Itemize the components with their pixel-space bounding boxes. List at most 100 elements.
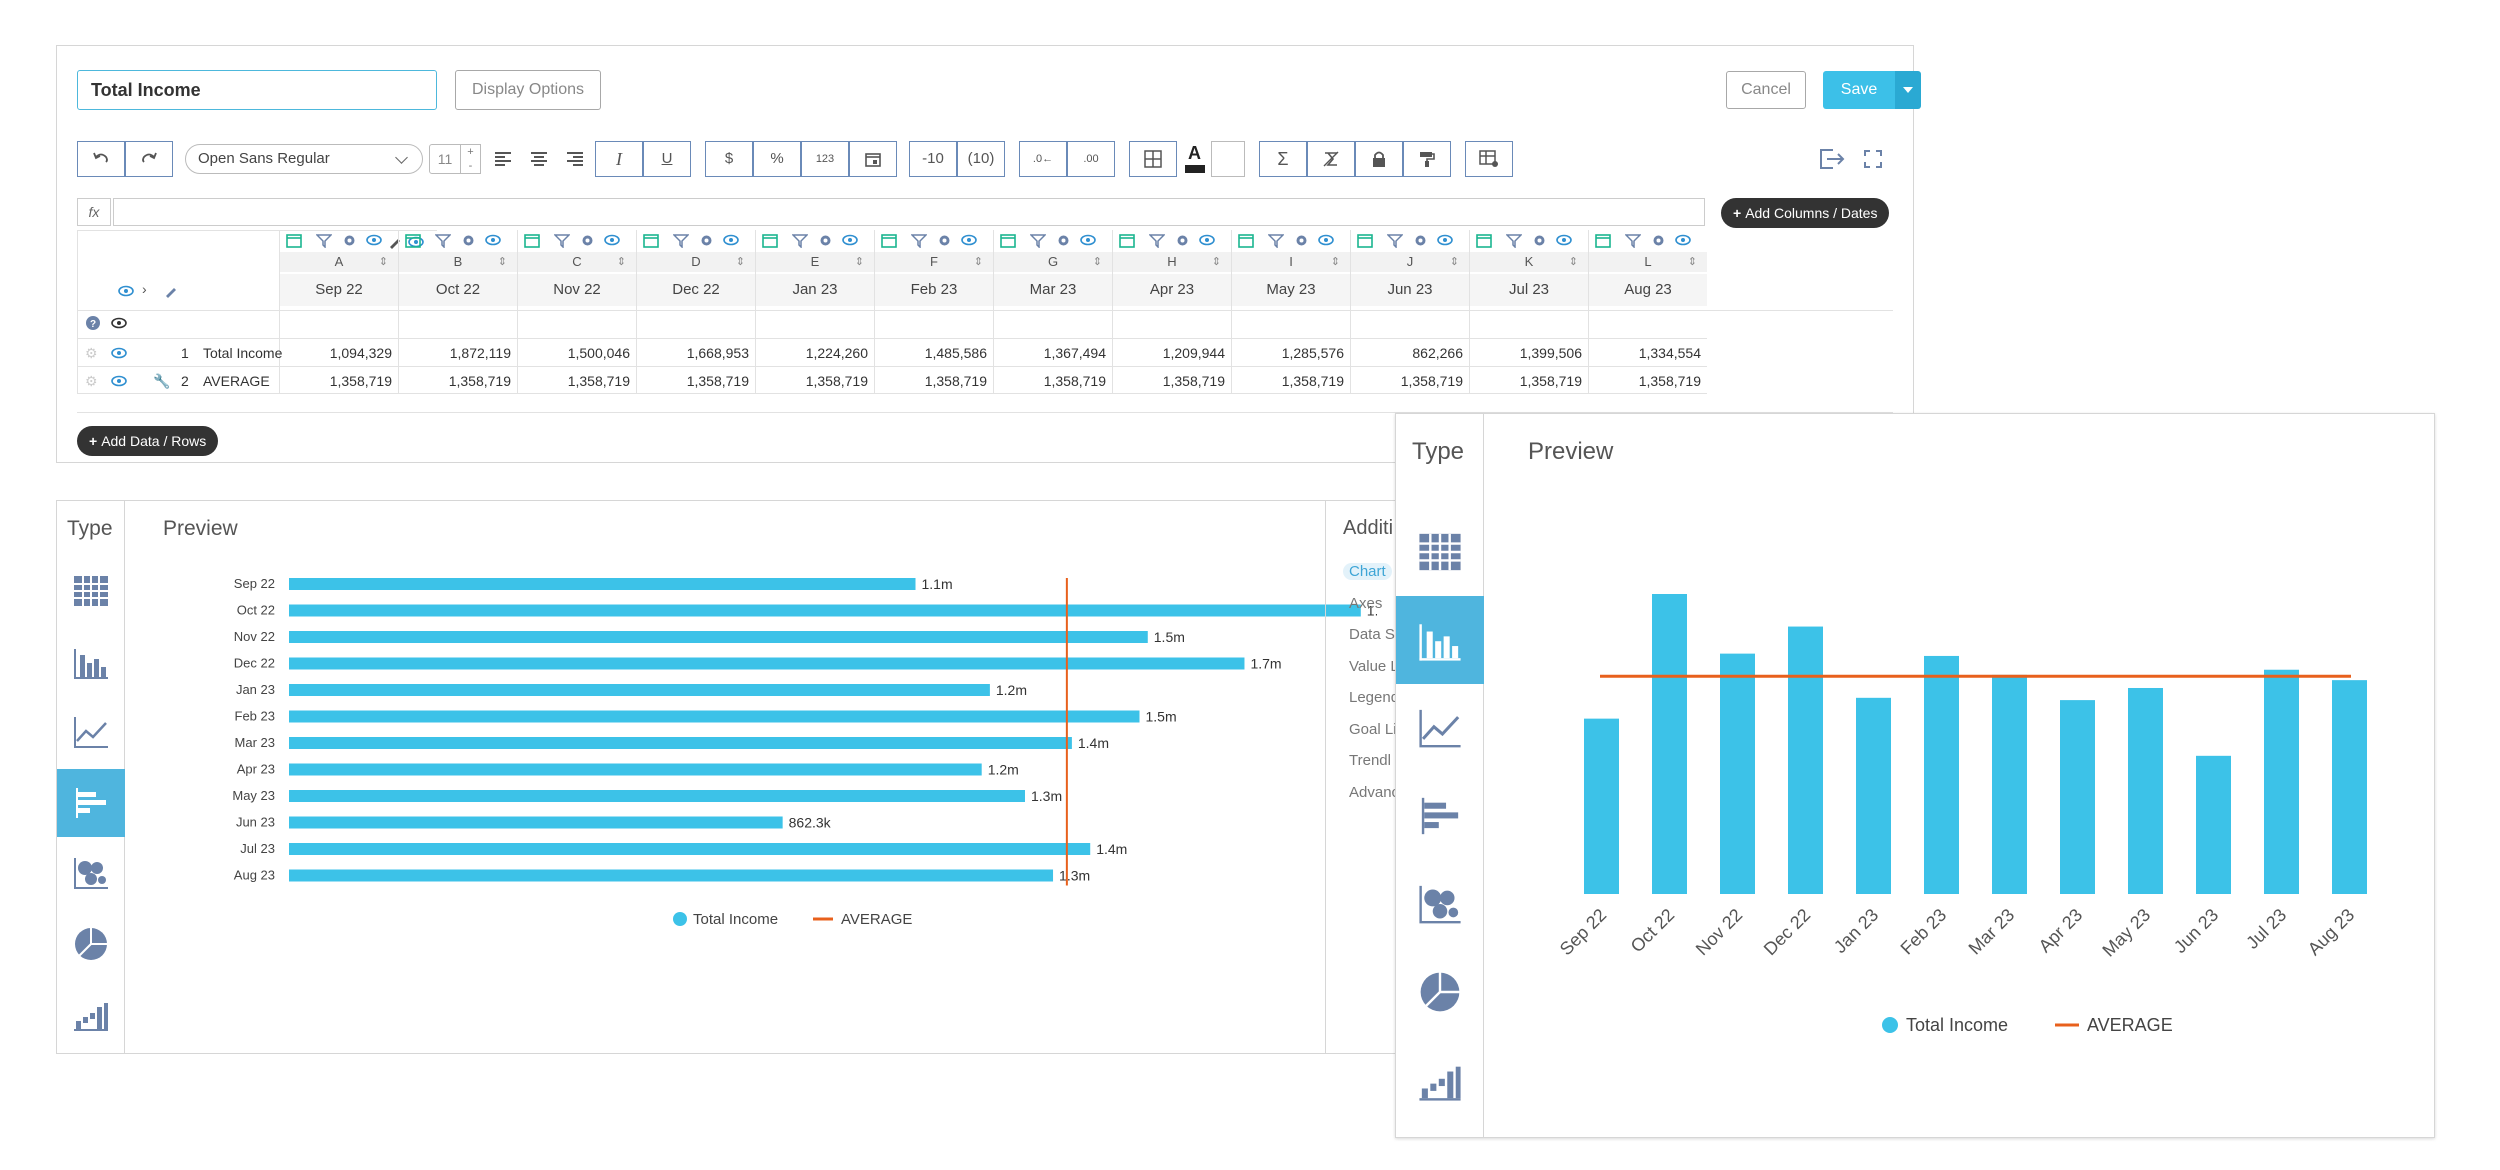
table-cell[interactable]: 1,500,046 [518, 338, 636, 366]
table-cell[interactable]: 1,209,944 [1113, 338, 1231, 366]
align-right-icon[interactable] [565, 149, 585, 169]
column-date[interactable]: Jan 23 [756, 274, 874, 306]
column-date[interactable]: Nov 22 [518, 274, 636, 306]
sort-icon[interactable]: ⇕ [1211, 256, 1221, 268]
date-range-icon[interactable] [762, 233, 778, 248]
column-letter[interactable]: K ⇕ [1470, 252, 1588, 272]
italic-button[interactable]: I [595, 141, 643, 177]
text-color-button[interactable]: A [1183, 141, 1207, 177]
filter-icon[interactable] [435, 233, 451, 248]
eye-icon[interactable] [1437, 234, 1453, 246]
date-range-icon[interactable] [1357, 233, 1373, 248]
chart-type-option[interactable] [1396, 1036, 1484, 1124]
grid-column[interactable]: E ⇕ Jan 23 1,224,260 1,358,719 [755, 230, 874, 394]
chart-type-option[interactable] [57, 557, 125, 625]
settings-gear-icon[interactable] [342, 233, 357, 248]
settings-section-link[interactable]: Legend [1349, 689, 1400, 706]
chart-type-option[interactable] [1396, 596, 1484, 684]
export-icon[interactable] [1819, 148, 1845, 170]
table-cell[interactable]: 1,358,719 [637, 366, 755, 394]
settings-section-link[interactable]: Chart [1343, 563, 1392, 580]
chart-type-option[interactable] [57, 980, 125, 1048]
settings-section-link[interactable]: Axes [1349, 594, 1383, 612]
eye-icon[interactable] [1675, 234, 1691, 246]
table-cell[interactable]: 1,224,260 [756, 338, 874, 366]
column-date[interactable]: Dec 22 [637, 274, 755, 306]
sort-icon[interactable]: ⇕ [497, 256, 507, 268]
column-letter[interactable]: A ⇕ [280, 252, 398, 272]
empty-cell[interactable] [756, 310, 874, 338]
empty-cell[interactable] [1232, 310, 1350, 338]
save-button[interactable]: Save [1823, 71, 1895, 109]
column-date[interactable]: Feb 23 [875, 274, 993, 306]
filter-icon[interactable] [554, 233, 570, 248]
column-letter[interactable]: B ⇕ [399, 252, 517, 272]
borders-button[interactable] [1129, 141, 1177, 177]
date-range-icon[interactable] [286, 233, 302, 248]
table-cell[interactable]: 1,668,953 [637, 338, 755, 366]
settings-gear-icon[interactable] [1294, 233, 1309, 248]
table-cell[interactable]: 1,358,719 [399, 366, 517, 394]
column-date[interactable]: Sep 22 [280, 274, 398, 306]
column-letter[interactable]: D ⇕ [637, 252, 755, 272]
table-row[interactable]: ⚙ 🔧 2 AVERAGE [77, 366, 437, 394]
column-letter[interactable]: E ⇕ [756, 252, 874, 272]
align-center-icon[interactable] [529, 149, 549, 169]
table-cell[interactable]: 1,358,719 [1113, 366, 1231, 394]
date-range-icon[interactable] [643, 233, 659, 248]
settings-gear-icon[interactable] [699, 233, 714, 248]
date-range-icon[interactable] [1238, 233, 1254, 248]
table-cell[interactable]: 1,358,719 [1589, 366, 1707, 394]
negative-minus-button[interactable]: -10 [909, 141, 957, 177]
empty-cell[interactable] [1470, 310, 1588, 338]
table-cell[interactable]: 1,872,119 [399, 338, 517, 366]
table-row[interactable]: ⚙ 1 Total Income [77, 338, 437, 366]
chart-type-option[interactable] [57, 698, 125, 766]
column-letter[interactable]: L ⇕ [1589, 252, 1707, 272]
add-rows-button[interactable]: + Add Data / Rows [77, 426, 219, 456]
chart-type-option[interactable] [1396, 948, 1484, 1036]
sort-icon[interactable]: ⇕ [973, 256, 983, 268]
redo-button[interactable] [125, 141, 173, 177]
legend-label[interactable]: AVERAGE [2087, 1015, 2173, 1035]
sort-icon[interactable]: ⇕ [1092, 256, 1102, 268]
help-icon[interactable]: ? [85, 315, 101, 331]
save-dropdown-button[interactable] [1895, 71, 1921, 109]
grid-column[interactable]: L ⇕ Aug 23 1,334,554 1,358,719 [1588, 230, 1707, 394]
grid-column[interactable]: F ⇕ Feb 23 1,485,586 1,358,719 [874, 230, 993, 394]
table-cell[interactable]: 1,334,554 [1589, 338, 1707, 366]
wrench-icon[interactable]: 🔧 [153, 373, 171, 389]
chart-type-option[interactable] [1396, 508, 1484, 596]
row-label[interactable]: Total Income [203, 345, 283, 361]
negative-paren-button[interactable]: (10) [957, 141, 1005, 177]
grid-column[interactable]: A ⇕ Sep 22 1,094,329 1,358,719 [279, 230, 398, 394]
settings-gear-icon[interactable] [937, 233, 952, 248]
settings-section-link[interactable]: Advanc [1349, 783, 1400, 801]
settings-gear-icon[interactable] [818, 233, 833, 248]
filter-icon[interactable] [1268, 233, 1284, 248]
eye-icon[interactable] [604, 234, 620, 246]
settings-section-link[interactable]: Trendl [1349, 752, 1391, 769]
lock-button[interactable] [1355, 141, 1403, 177]
grid-column[interactable]: I ⇕ May 23 1,285,576 1,358,719 [1231, 230, 1350, 394]
eye-icon[interactable] [366, 234, 382, 246]
filter-icon[interactable] [1625, 233, 1641, 248]
filter-icon[interactable] [911, 233, 927, 248]
settings-gear-icon[interactable] [1175, 233, 1190, 248]
empty-cell[interactable] [280, 310, 398, 338]
column-date[interactable]: Aug 23 [1589, 274, 1707, 306]
eye-icon[interactable] [1318, 234, 1334, 246]
column-letter[interactable]: I ⇕ [1232, 252, 1350, 272]
sort-icon[interactable]: ⇕ [1330, 256, 1340, 268]
column-date[interactable]: Jun 23 [1351, 274, 1469, 306]
sort-icon[interactable]: ⇕ [1449, 256, 1459, 268]
sort-icon[interactable]: ⇕ [1687, 256, 1697, 268]
table-cell[interactable]: 1,358,719 [1470, 366, 1588, 394]
table-cell[interactable]: 1,485,586 [875, 338, 993, 366]
title-input[interactable]: Total Income [77, 70, 437, 110]
eye-icon[interactable] [723, 234, 739, 246]
empty-cell[interactable] [875, 310, 993, 338]
column-letter[interactable]: G ⇕ [994, 252, 1112, 272]
font-size-input[interactable]: 11 [429, 144, 461, 174]
chart-type-option[interactable] [57, 768, 125, 837]
